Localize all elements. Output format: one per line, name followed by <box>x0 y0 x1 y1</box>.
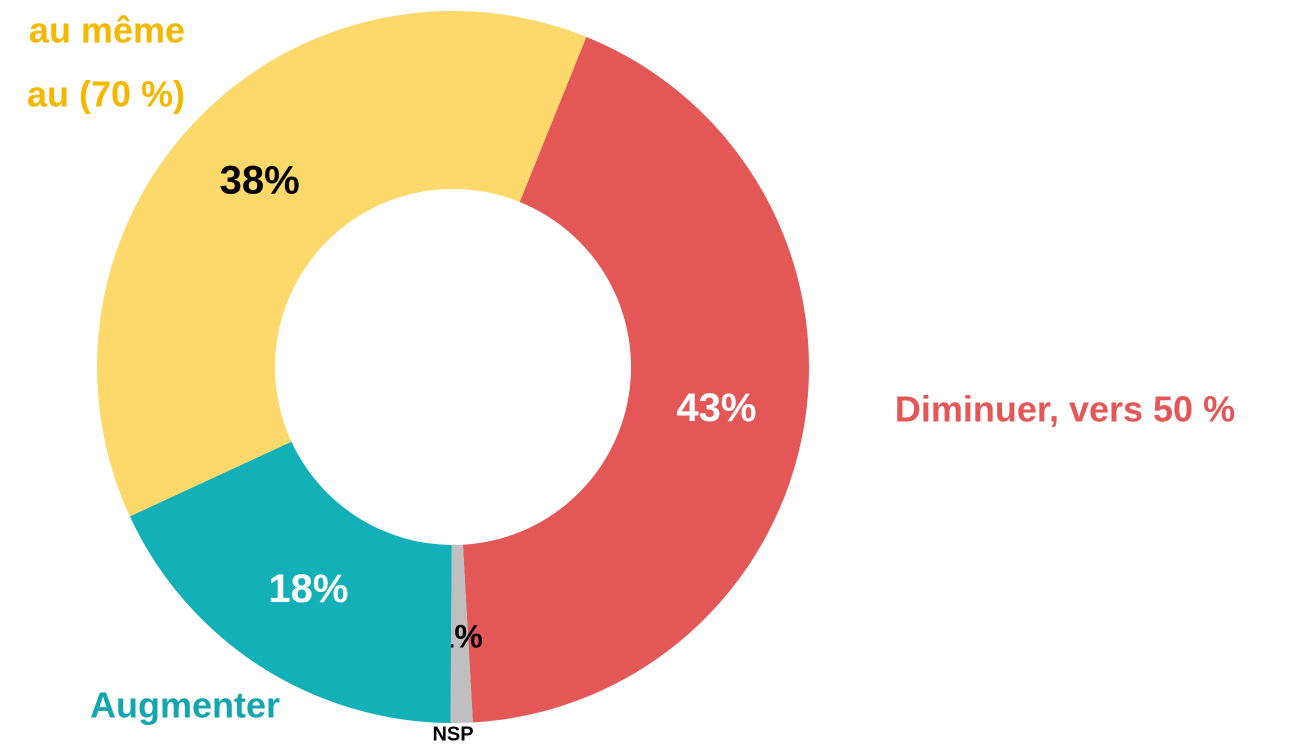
slice <box>97 10 587 517</box>
value-label: 38% <box>220 158 300 202</box>
slice <box>462 36 809 723</box>
value-label: 18% <box>268 567 348 611</box>
category-label: au (70 %) <box>27 74 185 115</box>
category-label: au même <box>29 10 185 51</box>
value-label: 43% <box>676 386 756 430</box>
slice <box>450 544 473 723</box>
category-label: NSP <box>432 723 473 745</box>
category-label: Augmenter <box>90 685 280 726</box>
category-label: Diminuer, vers 50 % <box>895 389 1235 430</box>
slice <box>129 441 452 723</box>
